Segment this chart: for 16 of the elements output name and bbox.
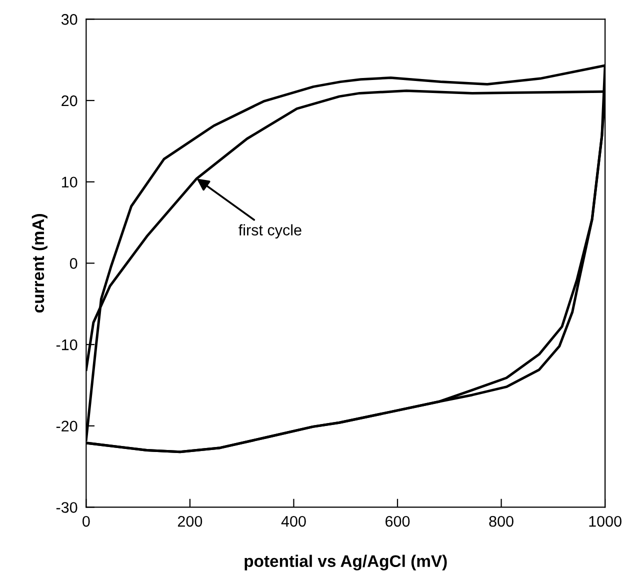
x-tick-label: 200: [178, 516, 202, 527]
y-tick-label: 20: [62, 95, 78, 106]
x-tick-label: 400: [281, 516, 306, 527]
x-tick-label: 600: [386, 516, 410, 527]
x-tick-label: 0: [82, 516, 90, 527]
y-tick-label: 30: [61, 14, 78, 25]
x-axis-title: potential vs Ag/AgCl (mV): [244, 554, 447, 570]
y-tick-label: -30: [56, 502, 78, 513]
x-tick-label: 800: [489, 516, 514, 527]
y-axis-title: current (mA): [32, 214, 48, 313]
x-tick-label: 1000: [589, 516, 622, 527]
y-tick-label: -20: [56, 420, 78, 432]
y-tick-label: 10: [62, 176, 78, 188]
y-tick-label: 0: [70, 258, 78, 269]
y-tick-label: -10: [56, 339, 78, 350]
annotation: first cycle: [238, 224, 302, 238]
